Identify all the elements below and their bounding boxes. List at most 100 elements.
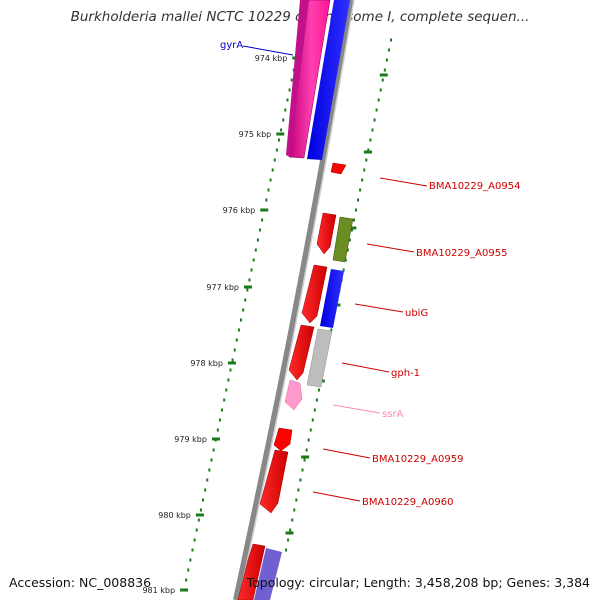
- minor-tick-inner: [280, 128, 283, 132]
- leader-gph1: [341, 362, 390, 373]
- tick-label: 977 kbp: [206, 283, 239, 292]
- gene-label-gyrA[interactable]: gyrA: [220, 40, 243, 51]
- scale-tick-labels: 974 kbp 975 kbp 976 kbp 977 kbp 978 kbp 979 k…: [142, 54, 287, 595]
- minor-tick-outer: [307, 438, 310, 442]
- minor-tick-outer: [297, 488, 300, 492]
- bottom-purple-feature: [254, 548, 282, 600]
- major-tick-outer: [363, 150, 372, 154]
- minor-tick-outer: [348, 238, 351, 242]
- minor-tick-inner: [278, 138, 281, 142]
- gene-label-bma0955[interactable]: BMA10229_A0955: [416, 248, 507, 259]
- gene-label-bma0959[interactable]: BMA10229_A0959: [372, 454, 463, 465]
- tick-label: 976 kbp: [223, 206, 256, 215]
- minor-tick-inner: [193, 538, 196, 542]
- ssrA-feature: [284, 379, 303, 411]
- tick-label: 978 kbp: [190, 359, 223, 368]
- gene-label-bma0954[interactable]: BMA10229_A0954: [429, 181, 520, 192]
- minor-tick-inner: [284, 108, 287, 112]
- minor-tick-outer: [369, 138, 372, 142]
- minor-tick-inner: [225, 388, 228, 392]
- major-tick: [195, 513, 204, 517]
- minor-tick-inner: [208, 468, 211, 472]
- bma0959-feature: [273, 427, 293, 452]
- gph1-red-feature: [288, 324, 315, 381]
- minor-tick-outer: [301, 468, 304, 472]
- minor-tick-inner: [231, 358, 234, 362]
- minor-tick-outer: [387, 48, 390, 52]
- minor-tick-outer: [295, 498, 298, 502]
- gene-label-bma0960[interactable]: BMA10229_A0960: [362, 497, 453, 508]
- minor-tick-outer: [311, 418, 314, 422]
- tick-label: 981 kbp: [142, 586, 175, 595]
- tick-label: 980 kbp: [158, 511, 191, 520]
- minor-tick-outer: [287, 538, 290, 542]
- minor-tick-inner: [235, 338, 238, 342]
- minor-tick-outer: [355, 208, 358, 212]
- minor-tick-outer: [285, 548, 288, 552]
- minor-tick-outer: [363, 168, 366, 172]
- minor-tick-outer: [342, 268, 345, 272]
- gyrA-pink-feature-edge: [286, 0, 309, 157]
- genome-summary-text: Topology: circular; Length: 3,458,208 bp…: [246, 575, 590, 590]
- minor-tick-outer: [383, 68, 386, 72]
- minor-tick-inner: [233, 348, 236, 352]
- minor-tick-outer: [350, 228, 353, 232]
- gyrA-blue-feature: [307, 0, 350, 160]
- genome-backbone-highlight: [238, 0, 355, 600]
- minor-tick-outer: [315, 398, 318, 402]
- minor-tick-inner: [212, 448, 215, 452]
- minor-tick-inner: [259, 228, 262, 232]
- bma0955-green-feature: [332, 216, 354, 263]
- bma0954-feature: [330, 162, 347, 175]
- minor-tick-inner: [269, 178, 272, 182]
- minor-tick-outer: [377, 98, 380, 102]
- minor-tick-inner: [240, 318, 243, 322]
- ubiG-blue-feature: [320, 269, 344, 328]
- minor-tick-outer: [367, 148, 370, 152]
- minor-tick-inner: [244, 298, 247, 302]
- minor-tick-outer: [344, 258, 347, 262]
- minor-tick-inner: [256, 238, 259, 242]
- minor-tick-inner: [265, 198, 268, 202]
- leader-lines: [242, 45, 428, 502]
- minor-tick-outer: [361, 178, 364, 182]
- gene-label-gph1[interactable]: gph-1: [391, 368, 420, 379]
- tick-label: 974 kbp: [255, 54, 288, 63]
- minor-tick-outer: [299, 478, 302, 482]
- minor-tick-outer: [385, 58, 388, 62]
- accession-text: Accession: NC_008836: [9, 575, 152, 590]
- leader-bma0960: [312, 491, 361, 502]
- gene-label-ssrA[interactable]: ssrA: [382, 409, 404, 420]
- minor-tick-inner: [199, 508, 202, 512]
- gene-label-ubiG[interactable]: ubiG: [405, 308, 428, 319]
- minor-tick-inner: [246, 288, 249, 292]
- minor-tick-inner: [189, 558, 192, 562]
- minor-tick-inner: [218, 418, 221, 422]
- minor-tick-inner: [273, 158, 276, 162]
- minor-tick-inner: [275, 148, 278, 152]
- bottom-red-feature: [237, 543, 266, 600]
- minor-tick-inner: [210, 458, 213, 462]
- ubiG-red-feature: [301, 264, 328, 324]
- major-tick: [243, 285, 252, 289]
- minor-tick-outer: [379, 88, 382, 92]
- minor-tick-outer: [365, 158, 368, 162]
- minor-tick-outer: [352, 218, 355, 222]
- minor-tick-outer: [289, 528, 292, 532]
- minor-tick-inner: [185, 578, 188, 582]
- minor-tick-inner: [271, 168, 274, 172]
- minor-tick-inner: [261, 218, 264, 222]
- scale-ticks: [180, 38, 392, 592]
- major-tick-outer: [285, 531, 294, 535]
- minor-tick-inner: [267, 188, 270, 192]
- minor-tick-outer: [375, 108, 378, 112]
- major-tick: [180, 588, 189, 592]
- minor-tick-inner: [286, 98, 289, 102]
- leader-ssrA: [332, 404, 381, 414]
- minor-tick-outer: [359, 188, 362, 192]
- major-tick: [260, 208, 269, 212]
- minor-tick-outer: [313, 408, 316, 412]
- minor-tick-outer: [305, 448, 308, 452]
- minor-tick-outer: [373, 118, 376, 122]
